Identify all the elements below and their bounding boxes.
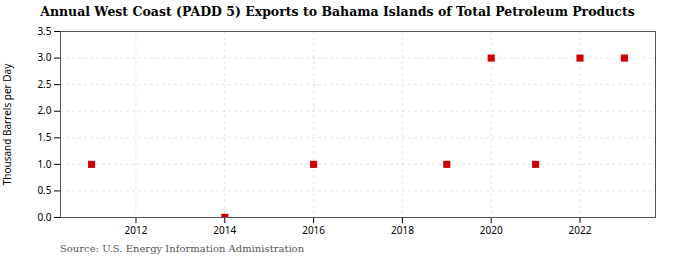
svg-text:0.5: 0.5 — [37, 183, 51, 197]
svg-text:Thousand Barrels per Day: Thousand Barrels per Day — [0, 63, 14, 186]
svg-text:2020: 2020 — [480, 223, 503, 237]
svg-text:3.0: 3.0 — [37, 50, 51, 64]
svg-text:2014: 2014 — [213, 223, 236, 237]
svg-text:2.5: 2.5 — [37, 77, 51, 91]
svg-text:2012: 2012 — [125, 223, 148, 237]
svg-text:0.0: 0.0 — [37, 210, 51, 224]
svg-text:1.5: 1.5 — [37, 130, 51, 144]
svg-text:2.0: 2.0 — [37, 103, 51, 117]
svg-text:2022: 2022 — [569, 223, 592, 237]
html-text:Source: U.S. Energy Informatio: Source: U.S. Energy Information Administ… — [60, 243, 305, 254]
svg-text:3.5: 3.5 — [37, 24, 51, 38]
svg-text:2016: 2016 — [302, 223, 325, 237]
svg-text:2018: 2018 — [391, 223, 414, 237]
html-text:Annual West Coast (PADD 5) Exp: Annual West Coast (PADD 5) Exports to Ba… — [40, 4, 635, 19]
svg-text:1.0: 1.0 — [37, 157, 51, 171]
